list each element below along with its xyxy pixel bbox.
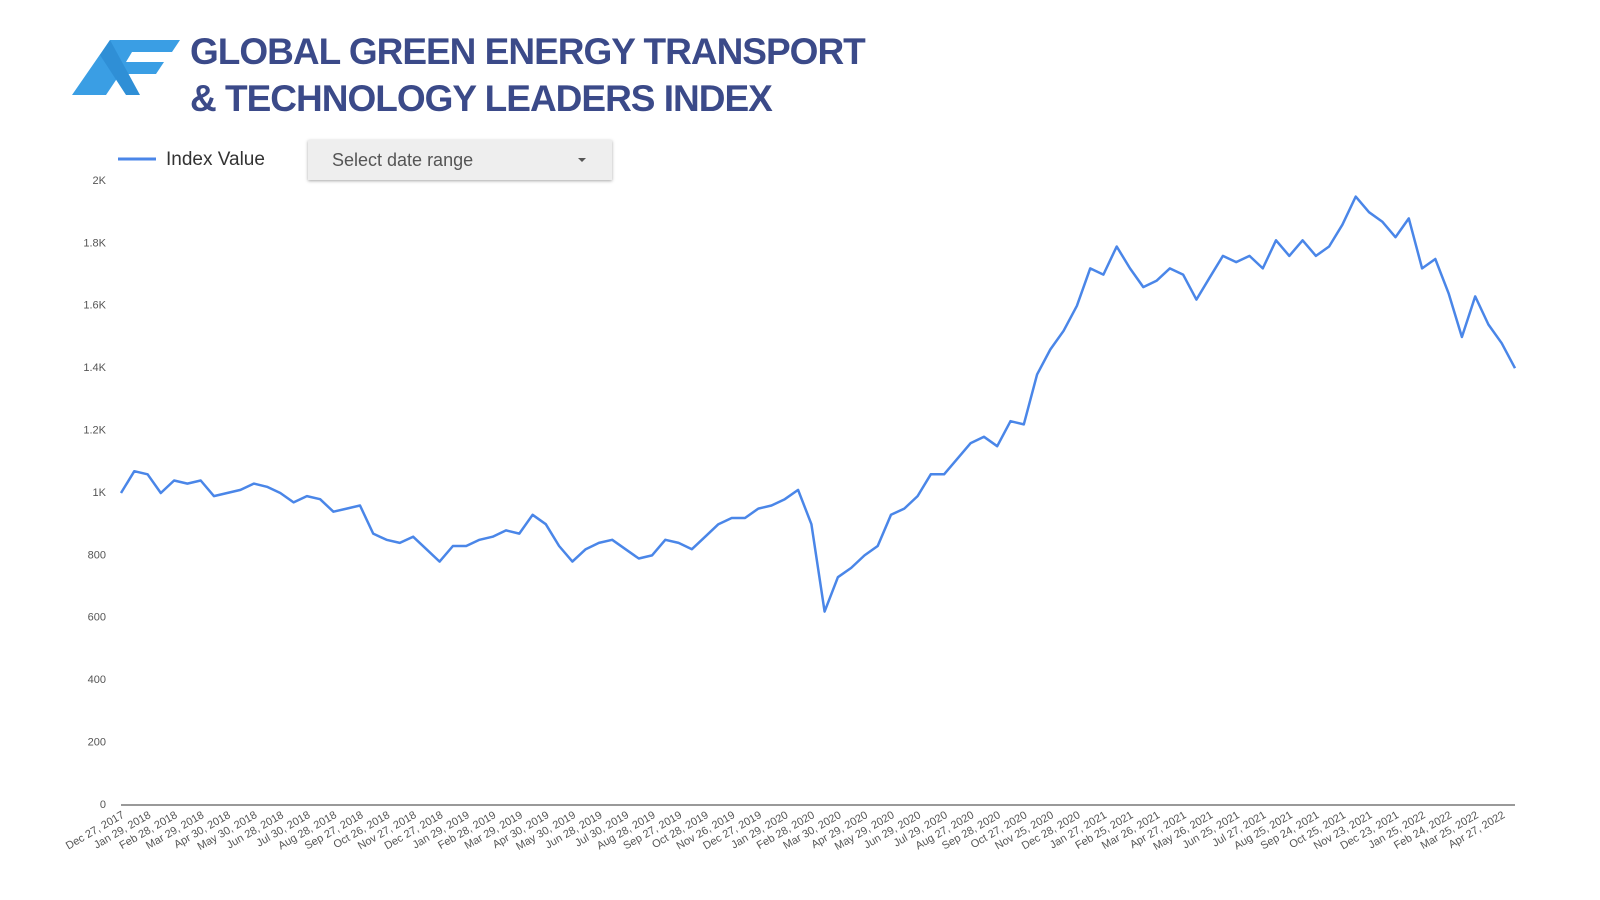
dropdown-label: Select date range bbox=[332, 150, 474, 170]
y-tick-label: 2K bbox=[93, 175, 107, 187]
y-tick-label: 1.6K bbox=[83, 300, 106, 312]
date-range-dropdown[interactable]: Select date range bbox=[308, 140, 612, 180]
index-line bbox=[119, 195, 1517, 613]
logo bbox=[72, 40, 180, 95]
y-tick-label: 400 bbox=[88, 674, 106, 686]
y-tick-label: 600 bbox=[88, 612, 106, 624]
legend-label: Index Value bbox=[166, 149, 265, 170]
dropdown-caret bbox=[578, 158, 586, 162]
dashboard-title: GLOBAL GREEN ENERGY TRANSPORT & TECHNOLO… bbox=[190, 31, 866, 119]
y-tick-label: 1.2K bbox=[83, 425, 106, 437]
y-tick-label: 0 bbox=[100, 799, 106, 811]
y-tick-label: 800 bbox=[88, 549, 106, 561]
y-tick-label: 1.4K bbox=[83, 362, 106, 374]
y-tick-label: 1K bbox=[93, 487, 107, 499]
y-tick-label: 1.8K bbox=[83, 237, 106, 249]
y-tick-label: 200 bbox=[88, 737, 106, 749]
